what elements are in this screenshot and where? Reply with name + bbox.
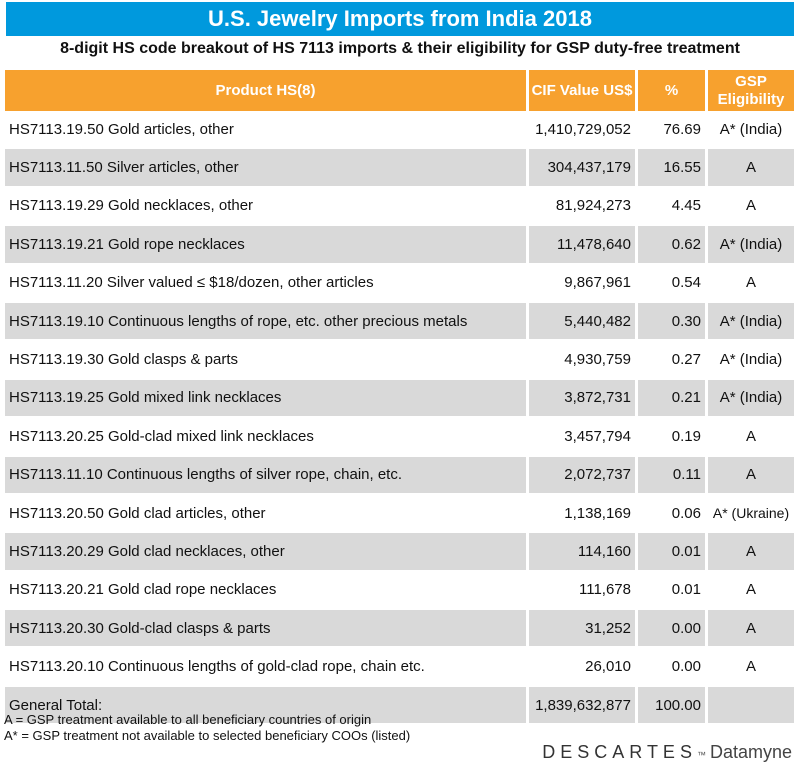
gsp-cell: A* (Ukraine): [708, 495, 794, 534]
percent-cell: 0.30: [638, 302, 705, 342]
total-label: General Total:: [5, 686, 526, 726]
total-gsp: [708, 686, 794, 726]
gsp-cell: A: [708, 456, 794, 495]
gsp-cell: A: [708, 149, 794, 188]
gsp-cell: A: [708, 533, 794, 572]
gsp-cell: A* (India): [708, 111, 794, 150]
percent-cell: 0.27: [638, 341, 705, 380]
product-cell: HS7113.20.30 Gold-clad clasps & parts: [5, 610, 526, 649]
total-percent: 100.00: [638, 686, 705, 726]
table-row: HS7113.19.10 Continuous lengths of rope,…: [5, 302, 794, 342]
table-row: HS7113.11.10 Continuous lengths of silve…: [5, 456, 794, 495]
value-cell: 2,072,737: [529, 456, 635, 495]
product-cell: HS7113.11.20 Silver valued ≤ $18/dozen, …: [5, 265, 526, 303]
table-row: HS7113.19.21 Gold rope necklaces 11,478,…: [5, 226, 794, 265]
logo-brand: DESCARTES: [542, 742, 697, 762]
product-cell: HS7113.20.50 Gold clad articles, other: [5, 495, 526, 534]
logo-product: Datamyne: [709, 742, 792, 762]
gsp-cell: A: [708, 418, 794, 457]
header-gsp: GSP Eligibility: [708, 70, 794, 111]
header-percent: %: [638, 70, 705, 111]
value-cell: 11,478,640: [529, 226, 635, 265]
gsp-cell: A: [708, 648, 794, 687]
percent-cell: 0.19: [638, 418, 705, 457]
table-row: HS7113.20.25 Gold-clad mixed link neckla…: [5, 418, 794, 457]
product-cell: HS7113.19.10 Continuous lengths of rope,…: [5, 302, 526, 342]
chart-subtitle: 8-digit HS code breakout of HS 7113 impo…: [60, 40, 740, 57]
product-cell: HS7113.19.30 Gold clasps & parts: [5, 341, 526, 380]
percent-cell: 0.62: [638, 226, 705, 265]
gsp-cell: A: [708, 265, 794, 303]
product-cell: HS7113.20.25 Gold-clad mixed link neckla…: [5, 418, 526, 457]
product-cell: HS7113.19.50 Gold articles, other: [5, 111, 526, 150]
product-cell: HS7113.20.10 Continuous lengths of gold-…: [5, 648, 526, 687]
percent-cell: 76.69: [638, 111, 705, 150]
table-row: HS7113.20.50 Gold clad articles, other 1…: [5, 495, 794, 534]
gsp-cell: A* (India): [708, 379, 794, 419]
value-cell: 111,678: [529, 572, 635, 611]
product-cell: HS7113.11.10 Continuous lengths of silve…: [5, 456, 526, 495]
value-cell: 114,160: [529, 533, 635, 572]
value-cell: 304,437,179: [529, 149, 635, 188]
percent-cell: 0.11: [638, 456, 705, 495]
percent-cell: 0.01: [638, 572, 705, 611]
total-row: General Total: 1,839,632,877 100.00: [5, 686, 794, 726]
chart-title: U.S. Jewelry Imports from India 2018: [6, 2, 794, 36]
logo-trademark: ™: [696, 750, 706, 760]
value-cell: 81,924,273: [529, 188, 635, 227]
table-row: HS7113.19.25 Gold mixed link necklaces 3…: [5, 379, 794, 419]
product-cell: HS7113.19.29 Gold necklaces, other: [5, 188, 526, 227]
value-cell: 5,440,482: [529, 302, 635, 342]
percent-cell: 0.01: [638, 533, 705, 572]
value-cell: 31,252: [529, 610, 635, 649]
gsp-cell: A: [708, 188, 794, 227]
value-cell: 3,457,794: [529, 418, 635, 457]
table-row: HS7113.20.10 Continuous lengths of gold-…: [5, 648, 794, 687]
product-cell: HS7113.11.50 Silver articles, other: [5, 149, 526, 188]
value-cell: 9,867,961: [529, 265, 635, 303]
imports-table: Product HS(8) CIF Value US$ % GSP Eligib…: [2, 70, 797, 726]
percent-cell: 0.06: [638, 495, 705, 534]
percent-cell: 0.00: [638, 648, 705, 687]
gsp-cell: A: [708, 610, 794, 649]
gsp-cell: A* (India): [708, 226, 794, 265]
table-header-row: Product HS(8) CIF Value US$ % GSP Eligib…: [5, 70, 794, 111]
footnotes: A = GSP treatment available to all benef…: [4, 712, 410, 744]
value-cell: 1,410,729,052: [529, 111, 635, 150]
product-cell: HS7113.20.21 Gold clad rope necklaces: [5, 572, 526, 611]
product-cell: HS7113.20.29 Gold clad necklaces, other: [5, 533, 526, 572]
gsp-cell: A* (India): [708, 341, 794, 380]
percent-cell: 0.21: [638, 379, 705, 419]
table-row: HS7113.20.21 Gold clad rope necklaces 11…: [5, 572, 794, 611]
table-row: HS7113.20.30 Gold-clad clasps & parts 31…: [5, 610, 794, 649]
table-row: HS7113.19.29 Gold necklaces, other 81,92…: [5, 188, 794, 227]
table-row: HS7113.11.50 Silver articles, other 304,…: [5, 149, 794, 188]
product-cell: HS7113.19.21 Gold rope necklaces: [5, 226, 526, 265]
value-cell: 4,930,759: [529, 341, 635, 380]
value-cell: 3,872,731: [529, 379, 635, 419]
percent-cell: 0.54: [638, 265, 705, 303]
gsp-cell: A: [708, 572, 794, 611]
header-product: Product HS(8): [5, 70, 526, 111]
descartes-datamyne-logo: DESCARTES ™ Datamyne: [542, 742, 792, 763]
table-row: HS7113.20.29 Gold clad necklaces, other …: [5, 533, 794, 572]
table-row: HS7113.19.50 Gold articles, other 1,410,…: [5, 111, 794, 150]
percent-cell: 16.55: [638, 149, 705, 188]
product-cell: HS7113.19.25 Gold mixed link necklaces: [5, 379, 526, 419]
value-cell: 26,010: [529, 648, 635, 687]
gsp-cell: A* (India): [708, 302, 794, 342]
footnote-a: A = GSP treatment available to all benef…: [4, 712, 372, 727]
percent-cell: 4.45: [638, 188, 705, 227]
percent-cell: 0.00: [638, 610, 705, 649]
table-row: HS7113.19.30 Gold clasps & parts 4,930,7…: [5, 341, 794, 380]
total-value: 1,839,632,877: [529, 686, 635, 726]
header-cif-value: CIF Value US$: [529, 70, 635, 111]
table-row: HS7113.11.20 Silver valued ≤ $18/dozen, …: [5, 265, 794, 303]
footnote-a-star: A* = GSP treatment not available to sele…: [4, 728, 411, 743]
value-cell: 1,138,169: [529, 495, 635, 534]
